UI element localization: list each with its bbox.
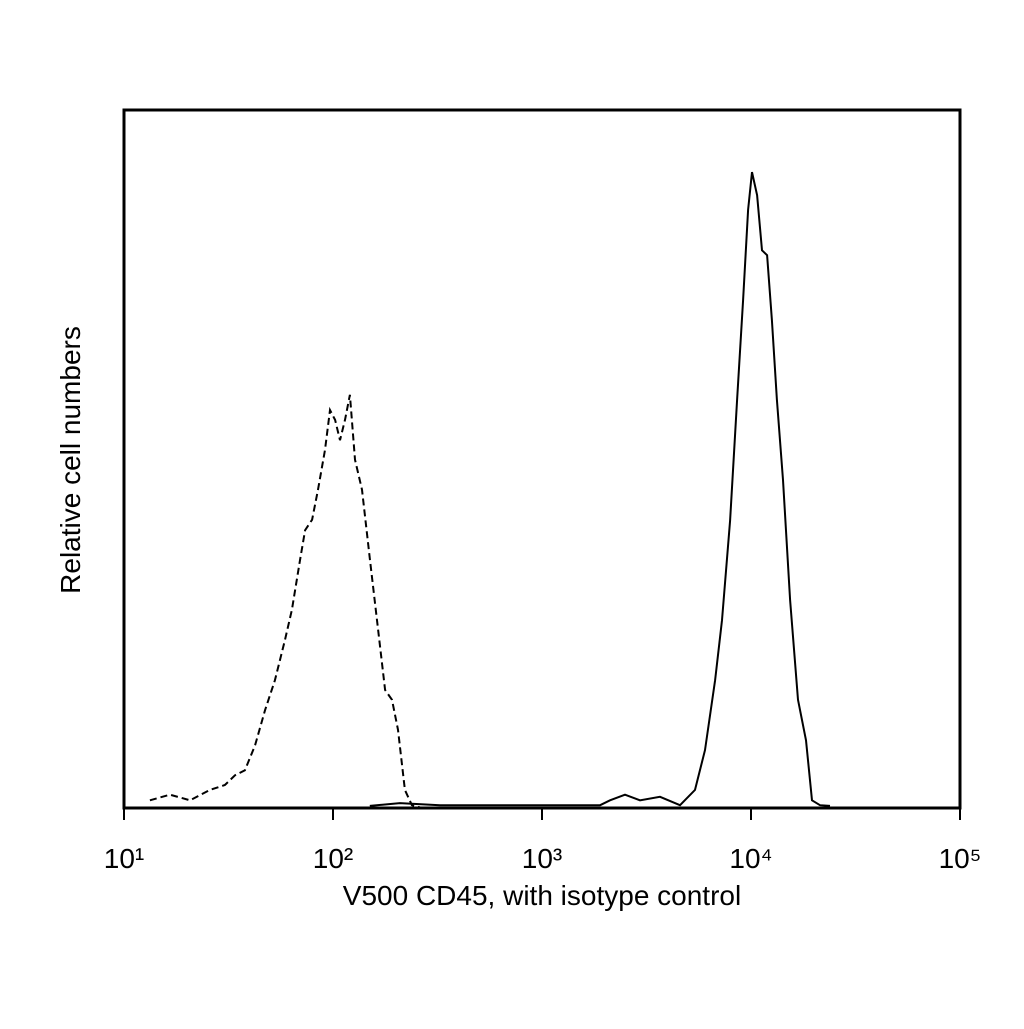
x-tick-label: 10² xyxy=(313,843,353,874)
y-axis-label: Relative cell numbers xyxy=(55,326,86,594)
series-line xyxy=(369,171,831,807)
plot-frame xyxy=(122,108,962,810)
x-tick-label: 10³ xyxy=(522,843,562,874)
x-tick-label: 10⁵ xyxy=(939,843,982,874)
x-tick-label: 10¹ xyxy=(104,843,144,874)
series-line xyxy=(149,394,421,809)
x-axis-label: V500 CD45, with isotype control xyxy=(343,880,741,911)
x-tick-label: 10⁴ xyxy=(729,843,772,874)
